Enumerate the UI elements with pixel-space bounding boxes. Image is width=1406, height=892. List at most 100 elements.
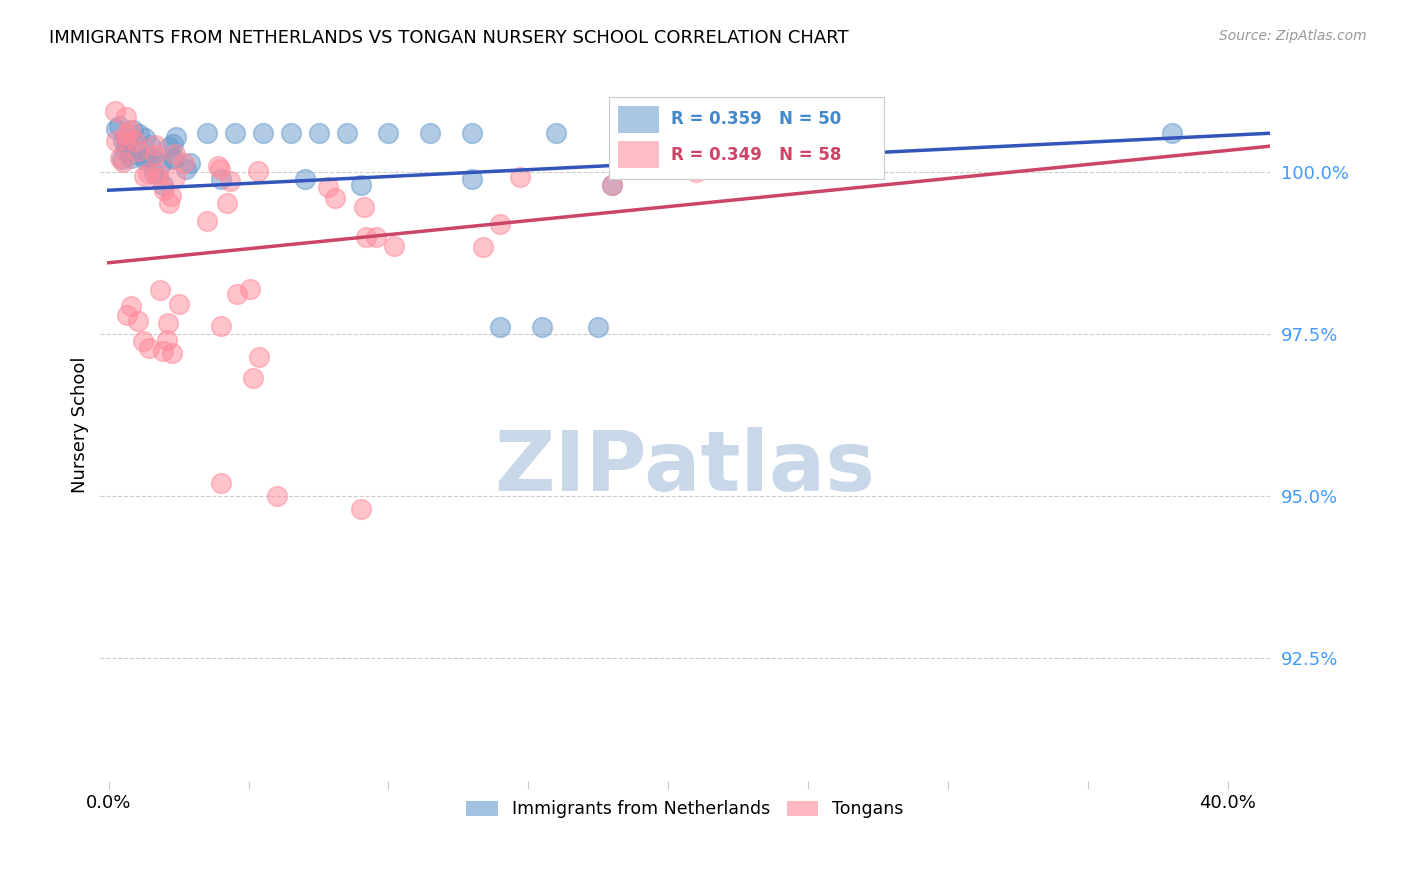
Point	[162, 136, 184, 151]
Point	[323, 191, 346, 205]
Point	[138, 341, 160, 355]
Point	[120, 123, 142, 137]
Text: R = 0.359   N = 50: R = 0.359 N = 50	[671, 110, 841, 128]
Point	[149, 283, 172, 297]
Point	[252, 126, 274, 140]
Text: IMMIGRANTS FROM NETHERLANDS VS TONGAN NURSERY SCHOOL CORRELATION CHART: IMMIGRANTS FROM NETHERLANDS VS TONGAN NU…	[49, 29, 849, 46]
Point	[112, 134, 135, 148]
Point	[294, 171, 316, 186]
Point	[132, 334, 155, 348]
Text: Source: ZipAtlas.com: Source: ZipAtlas.com	[1219, 29, 1367, 43]
Point	[117, 135, 139, 149]
Point	[104, 121, 127, 136]
Point	[152, 178, 174, 192]
Point	[112, 155, 135, 169]
Point	[209, 475, 232, 490]
FancyBboxPatch shape	[619, 141, 659, 169]
Point	[120, 299, 142, 313]
Point	[419, 126, 441, 140]
Point	[382, 238, 405, 252]
Point	[685, 165, 707, 179]
Point	[600, 178, 623, 192]
Point	[120, 151, 142, 165]
Point	[224, 126, 246, 140]
Point	[628, 126, 651, 140]
Point	[107, 120, 129, 134]
Point	[349, 501, 371, 516]
Point	[489, 217, 512, 231]
Point	[308, 126, 330, 140]
Point	[134, 150, 156, 164]
Point	[471, 239, 494, 253]
Y-axis label: Nursery School: Nursery School	[72, 356, 89, 493]
Point	[174, 161, 197, 176]
Point	[150, 157, 173, 171]
Point	[120, 141, 142, 155]
Point	[143, 137, 166, 152]
Point	[239, 282, 262, 296]
Point	[461, 126, 484, 140]
Point	[139, 151, 162, 165]
Point	[165, 147, 187, 161]
Point	[160, 345, 183, 359]
Point	[134, 153, 156, 168]
Point	[217, 195, 239, 210]
Point	[531, 320, 554, 334]
Point	[208, 161, 231, 176]
Point	[152, 344, 174, 359]
Point	[509, 169, 531, 184]
Point	[226, 287, 249, 301]
Point	[115, 131, 138, 145]
Point	[266, 489, 288, 503]
Point	[242, 371, 264, 385]
Point	[335, 126, 357, 140]
Point	[246, 164, 269, 178]
Point	[354, 229, 377, 244]
Text: ZIPatlas: ZIPatlas	[495, 426, 876, 508]
Point	[157, 316, 180, 330]
Point	[600, 178, 623, 192]
Point	[156, 333, 179, 347]
Point	[163, 151, 186, 165]
Point	[377, 126, 399, 140]
Point	[1160, 126, 1182, 140]
Text: R = 0.349   N = 58: R = 0.349 N = 58	[671, 145, 841, 164]
Point	[165, 130, 187, 145]
Point	[136, 166, 159, 180]
Point	[353, 200, 375, 214]
Point	[114, 145, 136, 159]
Point	[588, 320, 610, 334]
Point	[349, 178, 371, 192]
Point	[163, 169, 186, 184]
Point	[108, 151, 131, 165]
Point	[195, 214, 218, 228]
Point	[160, 152, 183, 166]
Point	[124, 134, 146, 148]
FancyBboxPatch shape	[619, 105, 659, 133]
Point	[152, 183, 174, 197]
Point	[146, 166, 169, 180]
Point	[219, 174, 242, 188]
Point	[364, 230, 387, 244]
Point	[159, 195, 181, 210]
Point	[195, 126, 218, 140]
Point	[546, 126, 568, 140]
Point	[115, 308, 138, 322]
FancyBboxPatch shape	[609, 97, 884, 179]
Point	[127, 313, 149, 327]
Point	[104, 134, 127, 148]
Point	[104, 103, 127, 118]
Point	[173, 156, 195, 170]
Point	[207, 159, 229, 173]
Point	[122, 122, 145, 136]
Point	[115, 133, 138, 147]
Point	[159, 188, 181, 202]
Point	[139, 138, 162, 153]
Point	[713, 126, 735, 140]
Point	[138, 151, 160, 165]
Point	[169, 297, 191, 311]
Point	[461, 171, 484, 186]
Point	[209, 171, 232, 186]
Point	[209, 318, 232, 333]
Point	[247, 351, 270, 365]
